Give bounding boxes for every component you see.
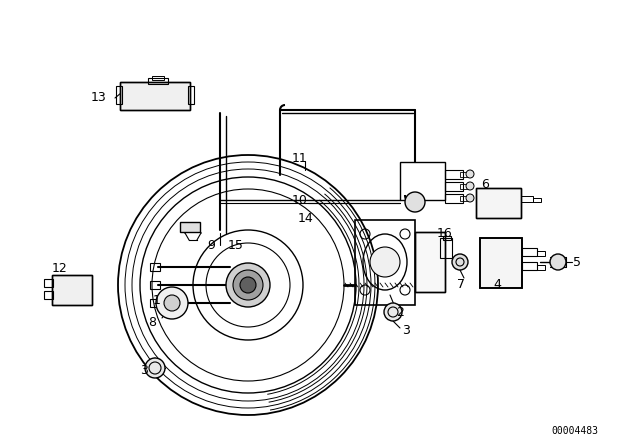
Text: 4: 4 (493, 279, 501, 292)
Bar (537, 251, 545, 256)
Text: 8: 8 (148, 316, 156, 329)
Circle shape (370, 247, 400, 277)
Bar (400, 162, 445, 200)
Bar (445, 182, 463, 191)
Bar (480, 238, 522, 288)
Bar (537, 265, 545, 270)
Circle shape (452, 254, 468, 270)
Circle shape (164, 295, 180, 311)
Text: 14: 14 (298, 211, 314, 224)
Text: 00004483: 00004483 (551, 426, 598, 436)
Bar (150, 299, 160, 307)
Text: 16: 16 (437, 227, 452, 240)
Bar (521, 196, 533, 202)
Text: 3: 3 (140, 365, 148, 378)
Circle shape (466, 170, 474, 178)
Bar (440, 238, 452, 258)
Bar (476, 188, 521, 218)
Bar (522, 248, 537, 256)
Bar (44, 291, 53, 299)
Text: 15: 15 (228, 238, 244, 251)
Bar (415, 232, 445, 292)
Circle shape (233, 270, 263, 300)
Circle shape (156, 287, 188, 319)
Text: 9: 9 (207, 238, 215, 251)
Bar (120, 82, 190, 110)
Bar (460, 196, 470, 201)
Circle shape (405, 192, 425, 212)
Bar (148, 78, 168, 84)
Text: 7: 7 (457, 279, 465, 292)
Circle shape (240, 277, 256, 293)
Text: 13: 13 (91, 90, 107, 103)
Text: 12: 12 (52, 262, 68, 275)
Bar (522, 262, 537, 270)
Bar (443, 236, 451, 240)
Bar (120, 82, 190, 110)
Text: 1: 1 (153, 293, 161, 306)
Bar (480, 238, 522, 288)
Bar (150, 263, 160, 271)
Circle shape (226, 263, 270, 307)
Text: 5: 5 (573, 255, 581, 268)
Bar (533, 198, 541, 202)
Circle shape (550, 254, 566, 270)
Text: 11: 11 (292, 151, 308, 164)
Bar (188, 86, 194, 104)
Bar (415, 232, 445, 292)
Circle shape (384, 303, 402, 321)
Circle shape (466, 182, 474, 190)
Text: 6: 6 (481, 177, 489, 190)
Circle shape (145, 358, 165, 378)
Text: 3: 3 (402, 323, 410, 336)
Bar (445, 194, 463, 203)
Bar (152, 76, 164, 80)
Bar (476, 188, 521, 218)
Text: 2: 2 (396, 306, 404, 319)
Bar (150, 281, 160, 289)
Bar (460, 172, 470, 177)
Bar (355, 220, 415, 305)
Bar (44, 279, 53, 287)
Bar (52, 275, 92, 305)
Bar (180, 222, 200, 232)
Bar (116, 86, 122, 104)
Circle shape (466, 194, 474, 202)
Bar (445, 170, 463, 179)
Bar (52, 275, 92, 305)
Bar (460, 184, 470, 189)
Text: 10: 10 (292, 194, 308, 207)
